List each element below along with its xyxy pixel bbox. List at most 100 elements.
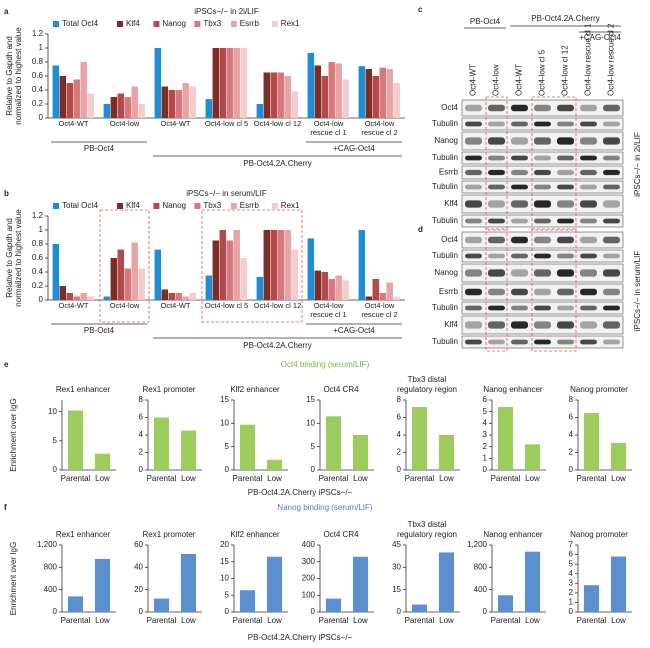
blot-band xyxy=(511,236,528,244)
x-tick-label-box: Oct4-low rescue cl 2 xyxy=(361,302,398,319)
x-tick-label: Low xyxy=(353,616,368,625)
bar xyxy=(212,240,220,300)
blot-band xyxy=(534,236,551,244)
y-tick-label: 400 xyxy=(44,585,58,594)
blot-band xyxy=(603,236,620,244)
bar xyxy=(270,230,277,300)
x-tick-label: Oct4-WT xyxy=(160,302,191,310)
bar xyxy=(438,552,455,612)
x-tick-label: Parental xyxy=(491,616,521,625)
bar xyxy=(524,444,541,470)
blot-band xyxy=(488,137,505,145)
x-tick-label: Parental xyxy=(61,616,91,625)
bar xyxy=(131,86,138,118)
bar xyxy=(67,596,84,612)
bar xyxy=(379,67,386,118)
bar xyxy=(182,296,189,300)
y-tick-label: 200 xyxy=(302,574,316,583)
y-tick-label: 0 xyxy=(139,465,144,474)
legend-label: Tbx3 xyxy=(203,201,221,210)
legend-label: Total Oct4 xyxy=(62,201,99,210)
chart-title: Rex1 promoter xyxy=(143,530,196,539)
blot-band xyxy=(557,169,574,176)
bar xyxy=(352,435,369,470)
y-tick-label: 60 xyxy=(134,540,143,549)
bar xyxy=(610,556,627,612)
bar xyxy=(321,76,328,118)
blot-band xyxy=(557,104,574,112)
y-tick-label: 0.4 xyxy=(32,267,44,276)
y-tick-label: 1.2 xyxy=(32,29,44,38)
panel-label: a xyxy=(4,7,9,16)
bar xyxy=(182,83,189,118)
x-tick-label-box: Oct4-low xyxy=(110,120,140,128)
x-tick-label-box: Oct4-WT xyxy=(59,120,89,128)
legend-swatch xyxy=(194,203,201,209)
y-tick-label: 5 xyxy=(569,559,574,568)
bar xyxy=(138,104,145,118)
bar xyxy=(131,242,138,300)
y-tick-label: 6 xyxy=(397,413,402,422)
x-tick-label-box: Oct4-low rescue cl 1 xyxy=(310,120,346,136)
blot-band xyxy=(580,200,597,208)
x-tick-label-box: Oct4-WT xyxy=(59,302,89,310)
legend-label: Rex1 xyxy=(281,19,300,28)
x-tick-label: Parental xyxy=(577,474,607,483)
bar xyxy=(226,48,233,118)
chart-title: Nanog enhancer xyxy=(483,530,542,539)
highlight-box xyxy=(531,96,577,231)
blot-row-label: Klf4 xyxy=(444,199,458,208)
blot-row-label: Tubulin xyxy=(432,337,458,346)
blot-band xyxy=(557,184,574,190)
bar xyxy=(153,417,170,470)
legend-swatch xyxy=(153,21,160,27)
blot-row-label: Nanog xyxy=(434,136,458,145)
blot-column-label: Oct4-low xyxy=(492,64,501,96)
blot-band xyxy=(534,169,551,176)
x-tick-label: Low xyxy=(525,616,540,625)
bar xyxy=(226,240,233,300)
bar xyxy=(52,244,60,300)
blot-band xyxy=(511,104,528,112)
blot-column-label: Oct4-WT xyxy=(515,64,524,96)
blot-band xyxy=(488,121,505,127)
blot-band xyxy=(465,169,482,176)
blot-band xyxy=(511,155,528,161)
x-tick-label: Low xyxy=(525,474,540,483)
y-tick-label: 0 xyxy=(569,607,574,616)
chart-title: Oct4 CR4 xyxy=(323,530,359,539)
x-tick-label: Low xyxy=(439,474,454,483)
blot-band xyxy=(603,305,620,311)
x-tick-label-box: Oct4-low rescue cl 2 xyxy=(361,120,397,136)
blot-band xyxy=(465,236,482,244)
y-tick-label: 4 xyxy=(397,430,402,439)
blot-band xyxy=(511,121,528,127)
y-tick-label: 15 xyxy=(220,557,229,566)
y-tick-label: 0 xyxy=(483,607,488,616)
blot-band xyxy=(488,339,505,345)
blot-band xyxy=(465,155,482,161)
blot-band xyxy=(488,269,505,277)
bar xyxy=(233,48,240,118)
bar xyxy=(270,72,277,118)
x-tick-label: Oct4-low rescue cl 2 xyxy=(361,302,398,319)
bar xyxy=(372,76,379,118)
blot-row-label: Tubulin xyxy=(432,119,458,128)
chart-title: Oct4 CR4 xyxy=(323,385,359,394)
blot-band xyxy=(465,184,482,190)
chart-title: Rex1 enhancer xyxy=(56,530,111,539)
y-tick-label: 0 xyxy=(311,607,316,616)
y-tick-label: 2 xyxy=(397,448,402,457)
y-axis-label: normalized to highest value xyxy=(14,27,23,125)
legend-swatch xyxy=(53,203,59,209)
y-tick-label: 0.2 xyxy=(32,99,44,108)
y-tick-label: 1 xyxy=(569,598,574,607)
x-tick-label: Low xyxy=(181,474,196,483)
chart-title: Nanog promoter xyxy=(570,530,628,539)
y-tick-label: 45 xyxy=(392,540,401,549)
bar xyxy=(358,66,366,118)
y-tick-label: 6 xyxy=(483,395,488,404)
blot-band xyxy=(511,218,528,224)
blot-strip xyxy=(461,283,624,301)
y-tick-label: 2 xyxy=(569,588,574,597)
